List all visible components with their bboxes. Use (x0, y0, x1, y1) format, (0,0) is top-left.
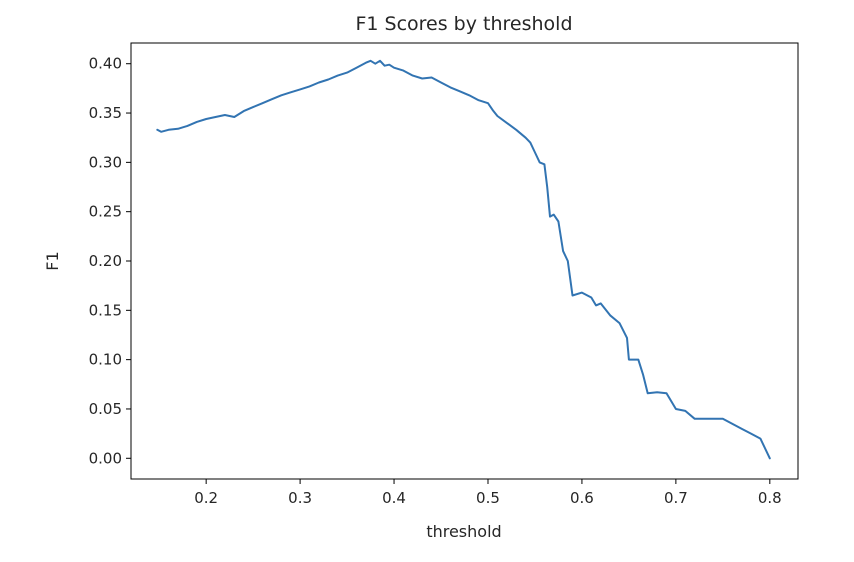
x-tick-label: 0.6 (570, 489, 594, 507)
plot-frame (130, 42, 799, 480)
y-tick-label: 0.30 (89, 153, 122, 171)
x-tick-label: 0.4 (382, 489, 406, 507)
y-tick-label: 0.35 (89, 104, 122, 122)
x-axis-label: threshold (426, 522, 501, 541)
f1-series-line (156, 59, 771, 460)
y-axis-label: F1 (43, 251, 62, 270)
chart-title: F1 Scores by threshold (355, 13, 572, 35)
x-tick-label: 0.3 (288, 489, 312, 507)
x-tick-label: 0.5 (476, 489, 500, 507)
y-tick-label: 0.25 (89, 203, 122, 221)
y-tick-label: 0.20 (89, 252, 122, 270)
axis-ticks: 0.2 0.3 0.4 0.5 0.6 0.7 0.8 0.00 0.05 0.10 0.15 0.2… (89, 55, 782, 507)
y-tick-label: 0.05 (89, 400, 122, 418)
x-tick-label: 0.7 (664, 489, 688, 507)
x-tick-label: 0.8 (758, 489, 782, 507)
y-tick-label: 0.10 (89, 351, 122, 369)
x-tick-label: 0.2 (194, 489, 218, 507)
y-tick-label: 0.00 (89, 449, 122, 467)
y-tick-label: 0.40 (89, 55, 122, 73)
y-tick-label: 0.15 (89, 301, 122, 319)
